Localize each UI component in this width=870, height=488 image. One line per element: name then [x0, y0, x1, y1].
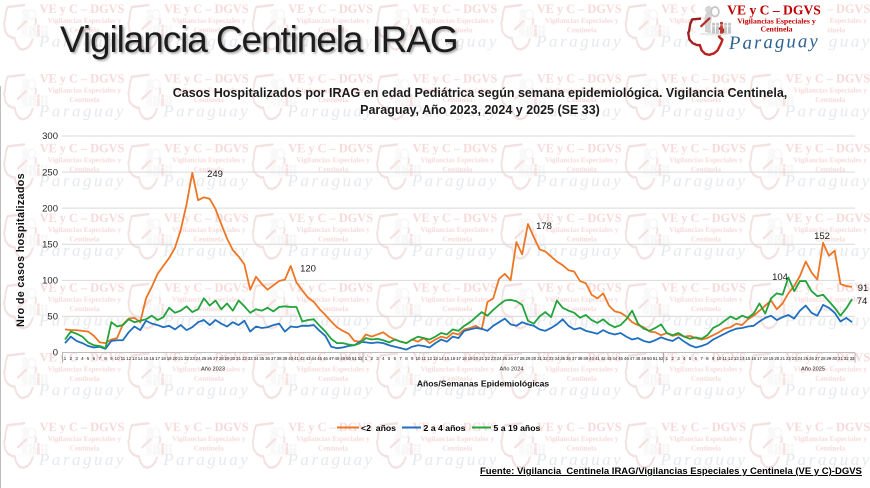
svg-text:249: 249: [207, 169, 223, 180]
svg-text:152: 152: [814, 231, 830, 242]
svg-text:Vigilancias Especiales y: Vigilancias Especiales y: [737, 17, 816, 26]
svg-text:120: 120: [300, 264, 316, 275]
svg-text:300: 300: [42, 131, 58, 142]
svg-text:2 a 4 años: 2 a 4 años: [424, 423, 466, 433]
svg-text:VE y C – DGVS: VE y C – DGVS: [727, 2, 821, 17]
svg-text:74: 74: [857, 296, 868, 307]
svg-text:Paraguay: Paraguay: [728, 31, 820, 54]
svg-text:200: 200: [42, 203, 58, 214]
svg-text:Nro de casos hospitalizados: Nro de casos hospitalizados: [15, 173, 27, 327]
svg-text:150: 150: [42, 239, 58, 250]
svg-text:104: 104: [772, 272, 788, 283]
svg-text:<2 años: <2 años: [361, 423, 396, 433]
svg-text:Centinela: Centinela: [760, 25, 792, 34]
svg-text:91: 91: [858, 283, 869, 294]
svg-text:Años/Semanas Epidemiológicas: Años/Semanas Epidemiológicas: [417, 379, 550, 389]
svg-text:0: 0: [53, 348, 58, 359]
svg-text:100: 100: [42, 276, 58, 287]
svg-text:250: 250: [42, 167, 58, 178]
svg-text:50: 50: [47, 312, 58, 323]
svg-text:5 a 19 años: 5 a 19 años: [494, 423, 541, 433]
svg-text:178: 178: [536, 221, 552, 232]
